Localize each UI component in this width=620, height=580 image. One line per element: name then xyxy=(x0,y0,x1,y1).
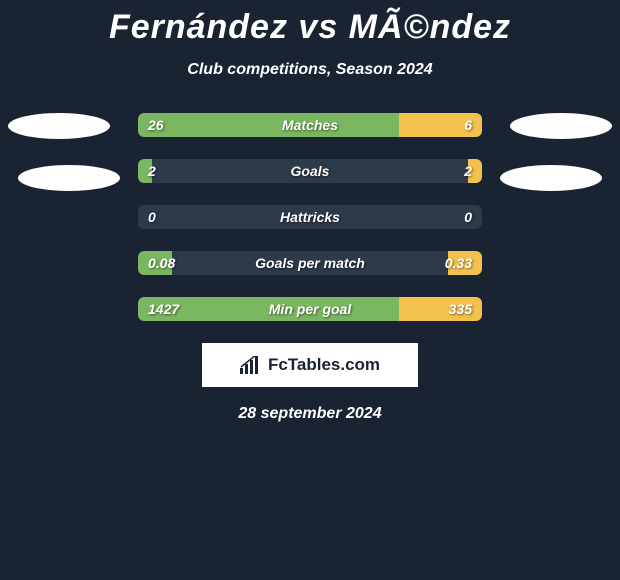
bar-track: 0 Hattricks 0 xyxy=(138,205,482,229)
stat-label: Min per goal xyxy=(269,301,351,317)
subtitle: Club competitions, Season 2024 xyxy=(0,61,620,79)
stat-row: 0.08 Goals per match 0.33 xyxy=(0,251,620,275)
bar-track: 1427 Min per goal 335 xyxy=(138,297,482,321)
stat-label: Matches xyxy=(282,117,338,133)
logo-box: FcTables.com xyxy=(202,343,418,387)
stat-right-value: 6 xyxy=(464,117,472,133)
bar-track: 2 Goals 2 xyxy=(138,159,482,183)
comparison-card: Fernández vs MÃ©ndez Club competitions, … xyxy=(0,0,620,423)
stat-left-value: 1427 xyxy=(148,301,179,317)
stat-row: 26 Matches 6 xyxy=(0,113,620,137)
stat-row: 0 Hattricks 0 xyxy=(0,205,620,229)
logo-text: FcTables.com xyxy=(268,355,380,375)
bar-left xyxy=(138,113,399,137)
stats-area: 26 Matches 6 2 Goals 2 0 Hattricks 0 xyxy=(0,113,620,321)
bar-track: 26 Matches 6 xyxy=(138,113,482,137)
stat-right-value: 335 xyxy=(449,301,472,317)
stat-right-value: 0 xyxy=(464,209,472,225)
stat-right-value: 2 xyxy=(464,163,472,179)
bar-chart-icon xyxy=(240,356,262,374)
stat-label: Goals per match xyxy=(255,255,365,271)
stat-left-value: 0 xyxy=(148,209,156,225)
stat-left-value: 0.08 xyxy=(148,255,175,271)
stat-row: 1427 Min per goal 335 xyxy=(0,297,620,321)
stat-left-value: 2 xyxy=(148,163,156,179)
stat-left-value: 26 xyxy=(148,117,164,133)
bar-track: 0.08 Goals per match 0.33 xyxy=(138,251,482,275)
stat-row: 2 Goals 2 xyxy=(0,159,620,183)
date-line: 28 september 2024 xyxy=(0,405,620,423)
page-title: Fernández vs MÃ©ndez xyxy=(0,8,620,47)
stat-label: Hattricks xyxy=(280,209,340,225)
stat-right-value: 0.33 xyxy=(445,255,472,271)
stat-label: Goals xyxy=(291,163,330,179)
